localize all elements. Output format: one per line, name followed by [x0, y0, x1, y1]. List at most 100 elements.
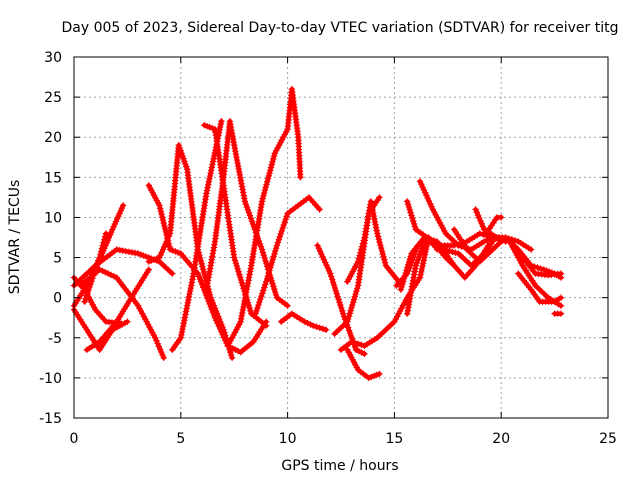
- data-series-arc-09: [145, 142, 236, 361]
- data-point: [114, 215, 121, 222]
- data-point: [368, 204, 376, 211]
- data-point: [102, 230, 110, 237]
- data-point: [161, 222, 168, 230]
- data-series-arc-31: [551, 310, 565, 317]
- data-point: [439, 224, 446, 232]
- data-point: [156, 346, 164, 353]
- data-point: [211, 241, 218, 248]
- data-point: [241, 297, 248, 305]
- data-point: [358, 243, 366, 250]
- data-point: [347, 332, 355, 340]
- data-point: [231, 254, 238, 261]
- y-tick-label: -10: [39, 371, 62, 387]
- data-point: [452, 249, 459, 256]
- data-point: [527, 246, 535, 253]
- data-point: [246, 271, 253, 278]
- data-series-arc-07: [81, 202, 127, 305]
- data-point: [339, 310, 347, 317]
- data-point: [160, 219, 167, 227]
- data-point: [220, 326, 227, 333]
- data-point: [361, 350, 368, 357]
- data-point: [245, 302, 252, 309]
- data-point: [322, 326, 330, 333]
- data-point: [243, 286, 250, 293]
- data-point: [281, 219, 288, 226]
- data-point: [102, 242, 109, 249]
- data-point: [477, 217, 484, 225]
- x-tick-label: 10: [279, 431, 297, 447]
- data-point: [416, 274, 424, 281]
- data-point: [175, 142, 182, 149]
- data-point: [248, 218, 256, 225]
- data-point: [208, 259, 215, 266]
- data-point: [399, 280, 406, 288]
- data-point: [209, 299, 216, 307]
- data-point: [408, 283, 416, 290]
- data-point: [231, 142, 238, 149]
- data-point: [557, 274, 565, 281]
- data-point: [407, 253, 414, 260]
- data-point: [142, 253, 150, 260]
- data-point: [234, 265, 241, 272]
- data-point: [339, 307, 346, 314]
- data-point: [373, 227, 380, 234]
- data-point: [272, 288, 279, 296]
- data-point: [420, 257, 427, 264]
- data-point: [260, 287, 267, 294]
- data-point: [472, 206, 479, 213]
- data-point: [354, 285, 361, 292]
- data-point: [181, 317, 188, 324]
- data-point: [534, 264, 541, 271]
- data-point: [333, 290, 340, 297]
- data-point: [208, 167, 215, 174]
- data-point: [245, 209, 253, 216]
- data-point: [119, 247, 126, 254]
- data-point: [134, 302, 142, 309]
- data-point: [206, 172, 214, 180]
- data-point: [199, 281, 206, 288]
- data-point: [476, 230, 483, 237]
- data-point: [252, 310, 259, 317]
- y-tick-label: 5: [53, 251, 62, 267]
- data-point: [344, 324, 352, 331]
- data-point: [203, 187, 211, 194]
- data-point: [180, 155, 187, 162]
- data-point: [358, 349, 365, 356]
- data-point: [367, 198, 375, 205]
- data-point: [381, 256, 388, 263]
- y-tick-label: 20: [44, 130, 62, 146]
- data-point: [498, 214, 505, 221]
- data-point: [543, 267, 550, 274]
- data-point: [229, 136, 237, 143]
- data-point: [282, 216, 289, 223]
- data-point: [179, 152, 186, 160]
- data-point: [234, 162, 242, 170]
- data-point: [347, 307, 354, 314]
- x-tick-label: 20: [492, 431, 510, 447]
- data-point: [237, 274, 244, 281]
- data-point: [435, 216, 442, 224]
- data-point: [228, 354, 236, 361]
- data-point: [449, 248, 456, 256]
- data-point: [137, 307, 145, 315]
- data-point: [280, 221, 287, 229]
- data-point: [160, 354, 167, 361]
- data-point: [378, 244, 385, 252]
- data-point: [204, 184, 211, 191]
- data-point: [372, 224, 380, 231]
- data-point: [304, 319, 311, 327]
- data-point: [417, 271, 424, 278]
- data-series-arc-12: [203, 118, 291, 309]
- x-axis-label: GPS time / hours: [281, 458, 398, 474]
- data-point: [206, 291, 214, 298]
- data-point: [264, 178, 271, 185]
- data-point: [270, 283, 277, 290]
- data-point: [405, 301, 412, 308]
- data-point: [232, 148, 239, 155]
- data-point: [352, 290, 359, 298]
- data-point: [402, 269, 409, 277]
- data-point: [156, 202, 163, 209]
- data-point: [260, 192, 267, 199]
- data-point: [218, 118, 225, 125]
- data-point: [267, 264, 274, 271]
